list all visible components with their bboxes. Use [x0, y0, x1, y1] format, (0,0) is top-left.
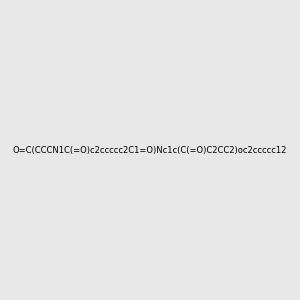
Text: O=C(CCCN1C(=O)c2ccccc2C1=O)Nc1c(C(=O)C2CC2)oc2ccccc12: O=C(CCCN1C(=O)c2ccccc2C1=O)Nc1c(C(=O)C2C… — [13, 146, 287, 154]
